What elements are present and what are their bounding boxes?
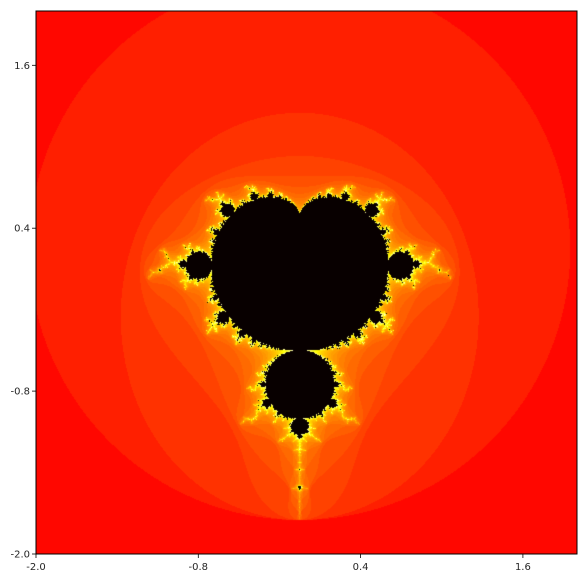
plot-area <box>36 11 577 554</box>
y-axis: -2.0 -0.8 0.4 1.6 <box>10 61 36 561</box>
y-tick-label: 0.4 <box>14 224 30 235</box>
x-tick-label: -0.8 <box>189 562 209 573</box>
y-tick-label: 1.6 <box>14 61 30 72</box>
x-axis: -2.0 -0.8 0.4 1.6 <box>26 554 531 573</box>
x-tick-label: -2.0 <box>26 562 46 573</box>
x-tick-label: 1.6 <box>515 562 531 573</box>
y-tick-label: -0.8 <box>10 387 30 398</box>
plot-frame <box>35 10 578 555</box>
y-tick-label: -2.0 <box>10 550 30 561</box>
fractal-heatmap-image <box>36 11 577 554</box>
x-tick-label: 0.4 <box>353 562 369 573</box>
